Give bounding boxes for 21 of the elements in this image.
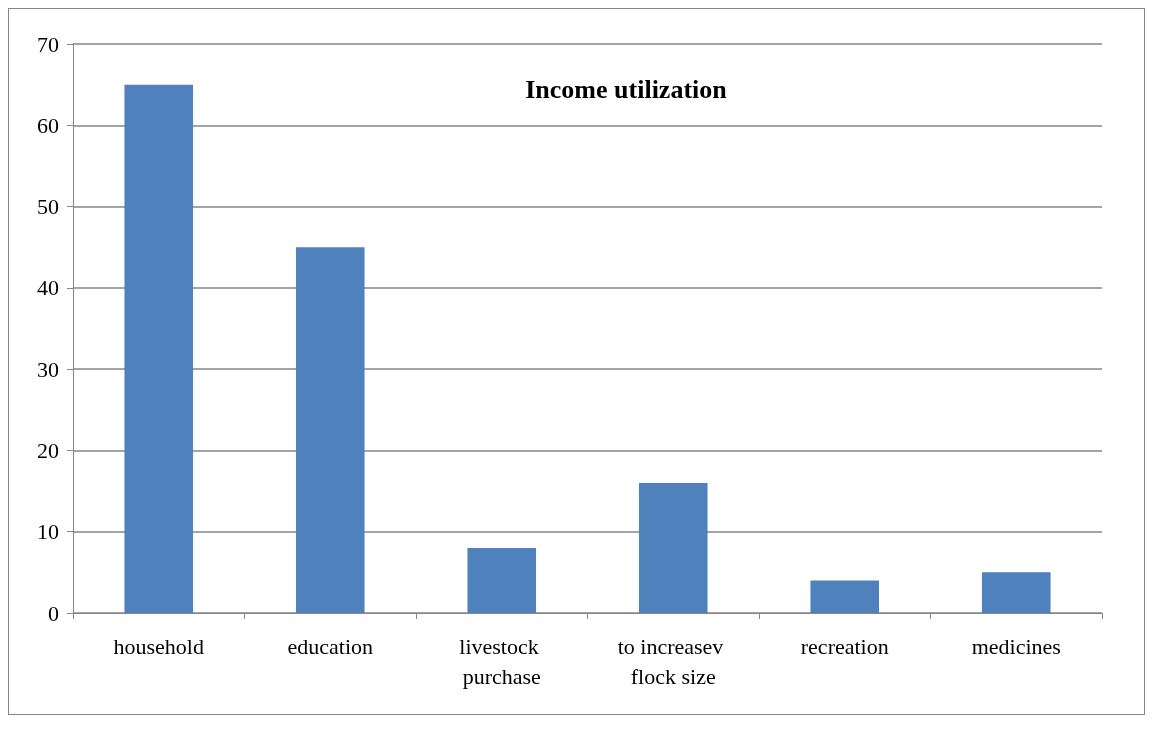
x-tick-label: livestock purchase [459, 633, 545, 689]
text: Income utilization [525, 74, 728, 104]
y-tick-label: 10 [37, 519, 59, 545]
bar [981, 572, 1051, 613]
y-tick-label: 40 [37, 275, 59, 301]
bar [124, 84, 194, 613]
y-tick-label: 60 [37, 112, 59, 138]
bar [810, 580, 880, 613]
y-tick-label: 50 [37, 194, 59, 220]
bar [467, 547, 537, 613]
x-tick-label: household [113, 633, 204, 659]
y-tick-label: 70 [37, 31, 59, 57]
y-tick-label: 30 [37, 356, 59, 382]
bar [295, 247, 365, 613]
bar [638, 482, 708, 613]
x-tick-label: to increasev flock size [617, 633, 729, 689]
y-tick-label: 0 [48, 600, 59, 626]
x-tick-label: medicines [971, 633, 1061, 659]
x-tick-label: education [287, 633, 374, 659]
x-tick-label: recreation [800, 633, 889, 659]
y-tick-label: 20 [37, 437, 59, 463]
